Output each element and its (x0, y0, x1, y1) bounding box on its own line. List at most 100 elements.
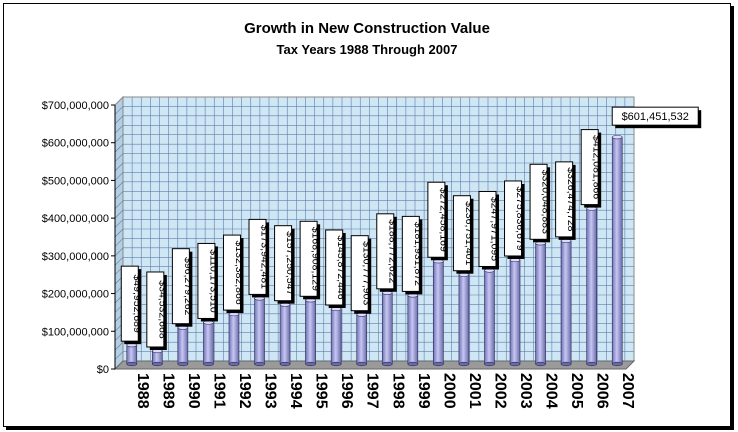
x-tick-label: 1988 (134, 373, 151, 409)
x-tick-label: 1992 (236, 373, 253, 409)
chart-subtitle: Tax Years 1988 Through 2007 (277, 42, 458, 57)
grid-line (114, 153, 124, 162)
x-tick-label: 2006 (594, 373, 611, 409)
data-label: $110,173,510 (207, 249, 219, 313)
data-label: $181,931,872 (412, 222, 424, 286)
bar-base (381, 361, 393, 367)
x-tick-label: 2004 (543, 373, 560, 409)
data-label: $130,777,903 (361, 241, 373, 305)
bar-base (330, 361, 342, 367)
data-label: $247,971,095 (488, 197, 500, 261)
grid-line (114, 106, 124, 115)
bar (560, 240, 572, 365)
bar-base (433, 361, 444, 367)
data-label-box (325, 229, 344, 306)
bar (586, 208, 597, 365)
data-label-box (299, 220, 318, 297)
y-tick-label: $0 (97, 364, 109, 376)
plot-area: $0 $100,000,000 $200,000,000 $300,000,000 $4… (42, 95, 702, 409)
data-label-box (478, 190, 497, 267)
grid-line (114, 209, 124, 219)
y-tick-label: $400,000,000 (42, 213, 109, 225)
x-tick-label: 2000 (440, 373, 457, 409)
bar (305, 299, 316, 365)
bar (254, 298, 265, 365)
data-label: $326,474,728 (565, 167, 577, 231)
x-tick-label: 2002 (491, 373, 508, 409)
data-label: $49,952,689 (131, 274, 143, 333)
bar-base (177, 361, 189, 367)
bar-base (126, 361, 138, 367)
bar (279, 304, 291, 365)
data-label-box (274, 225, 293, 302)
data-label: $157,250,547 (284, 231, 296, 295)
x-tick-label: 1990 (185, 373, 202, 409)
x-tick-label: 2003 (517, 373, 534, 409)
x-tick-label: 2005 (568, 373, 585, 409)
data-label: $272,458,169 (437, 188, 449, 252)
grid-line (114, 228, 124, 238)
data-label: $601,451,532 (622, 111, 689, 123)
data-label-box (171, 248, 190, 325)
data-label: $34,532,668 (156, 280, 168, 339)
data-label-box (120, 265, 139, 342)
chart-title: Growth in New Construction Value (244, 20, 490, 37)
x-tick-label: 1995 (313, 373, 330, 409)
x-tick-label: 1994 (287, 373, 304, 409)
bar-base (203, 361, 214, 367)
data-label: $132,382,866 (233, 240, 245, 304)
grid-line (114, 125, 124, 134)
chart-frame: Growth in New Construction Value Tax Yea… (3, 3, 731, 427)
grid-line (114, 200, 124, 209)
data-label-box (427, 181, 446, 258)
data-label-box (580, 129, 599, 206)
bar (228, 313, 240, 365)
bar-base (586, 361, 597, 367)
x-tick-label: 2007 (619, 373, 636, 409)
data-label-box (401, 215, 420, 292)
data-label-box (555, 161, 574, 238)
bar (433, 260, 444, 365)
grid-line (114, 191, 124, 200)
plot-floor (113, 360, 636, 370)
bar-base (356, 361, 368, 367)
data-label: $145,872,446 (335, 235, 347, 299)
y-tick-label: $500,000,000 (42, 175, 109, 187)
bar-base (458, 361, 470, 367)
bar-base (152, 361, 163, 367)
x-tick-label: 1998 (389, 373, 406, 409)
bar-base (484, 361, 495, 367)
bar (356, 314, 368, 365)
bar (330, 308, 342, 365)
data-label-box (376, 213, 395, 290)
x-tick-label: 1997 (364, 373, 381, 409)
grid-line (114, 247, 124, 257)
grid-line (114, 134, 124, 143)
grid-line (114, 219, 124, 228)
grid-line (114, 181, 124, 191)
bar-base (611, 361, 623, 367)
bar (177, 327, 189, 365)
x-tick-label: 1993 (262, 373, 279, 409)
y-tick-label: $600,000,000 (42, 138, 109, 150)
bar-base (305, 361, 316, 367)
x-tick-label: 1999 (415, 373, 432, 409)
x-tick-label: 1996 (338, 373, 355, 409)
data-label: $173,942,481 (259, 225, 271, 289)
bar (611, 136, 623, 365)
bar (203, 322, 214, 365)
bar (381, 292, 393, 365)
data-label-box (529, 163, 548, 240)
bar-base (535, 361, 546, 367)
data-label: $188,772,622 (386, 219, 398, 283)
data-label: $236,751,401 (463, 201, 475, 265)
data-label-box (504, 180, 523, 257)
chart-canvas: Growth in New Construction Value Tax Yea… (42, 20, 702, 409)
data-label-box (611, 106, 699, 126)
grid-line (114, 341, 124, 351)
data-label-box (222, 234, 241, 311)
data-label-box (146, 271, 165, 348)
grid-line (114, 238, 124, 247)
x-tick-label: 1991 (210, 373, 227, 409)
bar-top (611, 135, 623, 140)
